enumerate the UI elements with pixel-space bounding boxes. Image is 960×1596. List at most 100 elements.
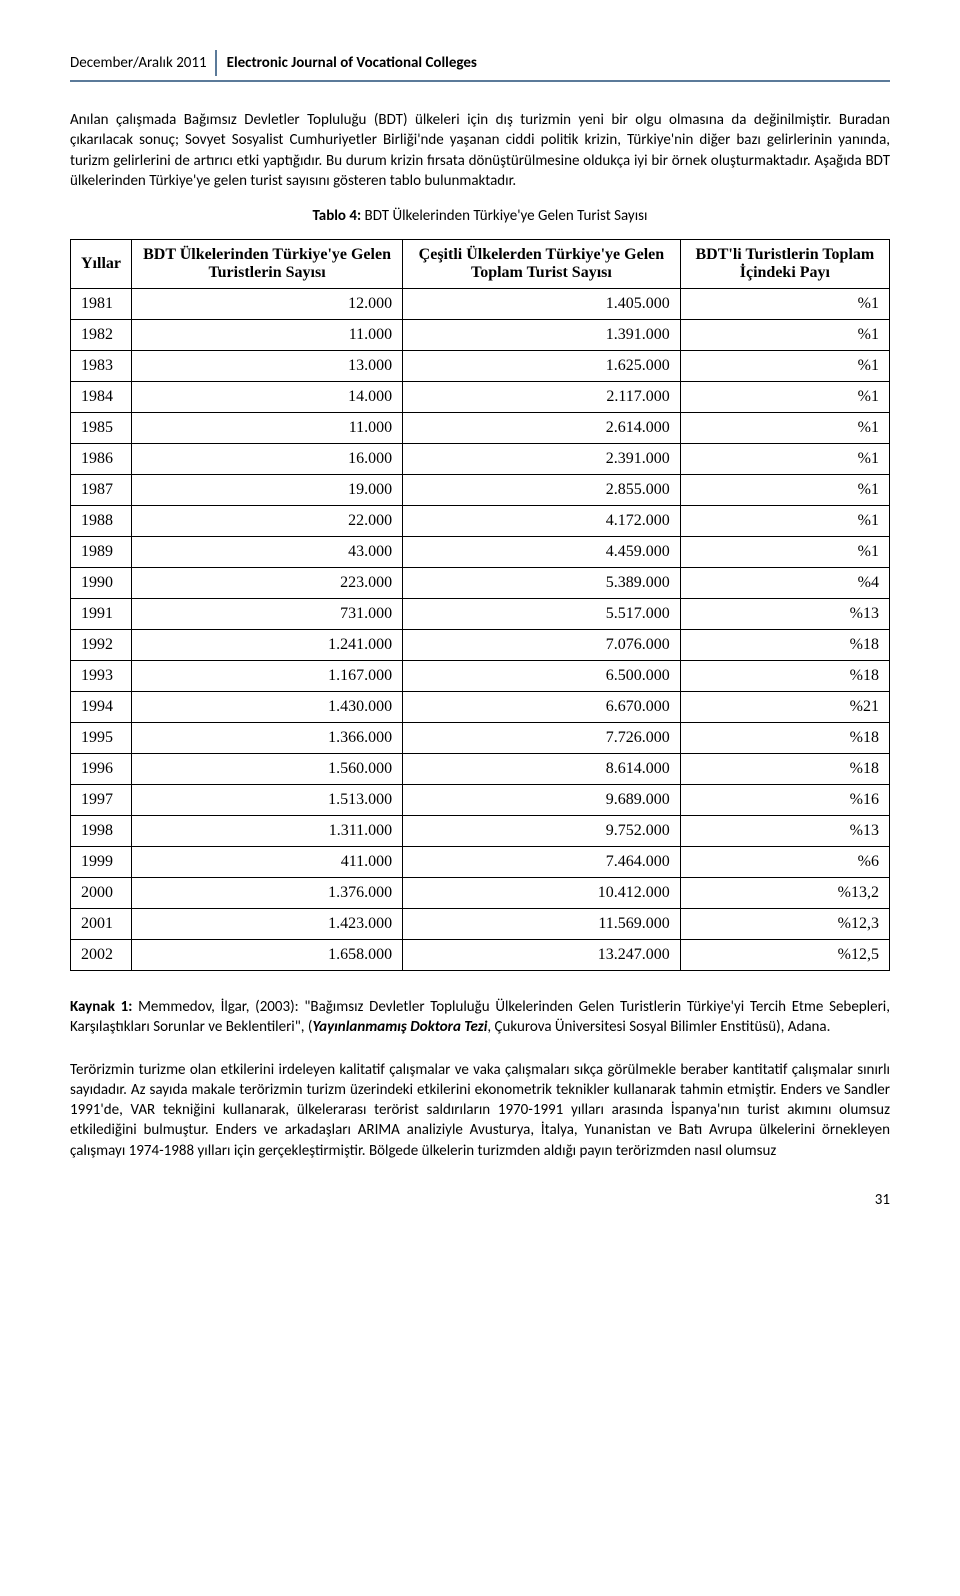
cell-total: 2.614.000 xyxy=(403,413,681,444)
cell-total: 8.614.000 xyxy=(403,754,681,785)
table-row: 19971.513.0009.689.000%16 xyxy=(71,785,890,816)
cell-bdt: 1.560.000 xyxy=(132,754,403,785)
cell-bdt: 731.000 xyxy=(132,599,403,630)
terrorism-paragraph: Terörizmin turizme olan etkilerini irdel… xyxy=(70,1060,890,1161)
table-caption: Tablo 4: BDT Ülkelerinden Türkiye'ye Gel… xyxy=(70,207,890,225)
cell-year: 1988 xyxy=(71,506,132,537)
cell-total: 2.117.000 xyxy=(403,382,681,413)
table-row: 198719.0002.855.000%1 xyxy=(71,475,890,506)
cell-total: 6.500.000 xyxy=(403,661,681,692)
table-row: 198616.0002.391.000%1 xyxy=(71,444,890,475)
cell-share: %18 xyxy=(680,661,889,692)
kaynak-body2: , Çukurova Üniversitesi Sosyal Bilimler … xyxy=(487,1018,830,1036)
cell-total: 9.689.000 xyxy=(403,785,681,816)
table-row: 19941.430.0006.670.000%21 xyxy=(71,692,890,723)
cell-share: %1 xyxy=(680,382,889,413)
col-bdt-tourists: BDT Ülkelerinden Türkiye'ye Gelen Turist… xyxy=(132,240,403,289)
col-years: Yıllar xyxy=(71,240,132,289)
table-row: 198112.0001.405.000%1 xyxy=(71,289,890,320)
table-row: 19981.311.0009.752.000%13 xyxy=(71,816,890,847)
cell-bdt: 11.000 xyxy=(132,320,403,351)
cell-year: 2001 xyxy=(71,909,132,940)
cell-total: 5.517.000 xyxy=(403,599,681,630)
cell-year: 1996 xyxy=(71,754,132,785)
cell-share: %13 xyxy=(680,599,889,630)
cell-year: 1987 xyxy=(71,475,132,506)
cell-total: 7.464.000 xyxy=(403,847,681,878)
cell-bdt: 1.167.000 xyxy=(132,661,403,692)
cell-year: 2002 xyxy=(71,940,132,971)
table-row: 19931.167.0006.500.000%18 xyxy=(71,661,890,692)
cell-bdt: 1.241.000 xyxy=(132,630,403,661)
cell-share: %13 xyxy=(680,816,889,847)
header-divider xyxy=(70,80,890,82)
cell-total: 6.670.000 xyxy=(403,692,681,723)
cell-share: %12,3 xyxy=(680,909,889,940)
cell-total: 4.172.000 xyxy=(403,506,681,537)
cell-share: %1 xyxy=(680,537,889,568)
table-row: 1999411.0007.464.000%6 xyxy=(71,847,890,878)
table-row: 198414.0002.117.000%1 xyxy=(71,382,890,413)
page-number: 31 xyxy=(70,1191,890,1209)
cell-bdt: 11.000 xyxy=(132,413,403,444)
cell-total: 2.391.000 xyxy=(403,444,681,475)
cell-share: %6 xyxy=(680,847,889,878)
cell-year: 1983 xyxy=(71,351,132,382)
cell-total: 7.726.000 xyxy=(403,723,681,754)
cell-share: %1 xyxy=(680,413,889,444)
cell-year: 1999 xyxy=(71,847,132,878)
cell-year: 1995 xyxy=(71,723,132,754)
cell-bdt: 411.000 xyxy=(132,847,403,878)
cell-year: 1998 xyxy=(71,816,132,847)
cell-share: %16 xyxy=(680,785,889,816)
cell-total: 5.389.000 xyxy=(403,568,681,599)
cell-year: 1991 xyxy=(71,599,132,630)
cell-bdt: 14.000 xyxy=(132,382,403,413)
table-row: 19961.560.0008.614.000%18 xyxy=(71,754,890,785)
table-row: 198822.0004.172.000%1 xyxy=(71,506,890,537)
cell-year: 1986 xyxy=(71,444,132,475)
cell-share: %21 xyxy=(680,692,889,723)
cell-bdt: 1.311.000 xyxy=(132,816,403,847)
cell-bdt: 1.658.000 xyxy=(132,940,403,971)
cell-share: %18 xyxy=(680,754,889,785)
cell-year: 1981 xyxy=(71,289,132,320)
cell-share: %4 xyxy=(680,568,889,599)
cell-bdt: 223.000 xyxy=(132,568,403,599)
cell-total: 1.625.000 xyxy=(403,351,681,382)
cell-bdt: 22.000 xyxy=(132,506,403,537)
cell-bdt: 1.376.000 xyxy=(132,878,403,909)
table-row: 20011.423.00011.569.000%12,3 xyxy=(71,909,890,940)
cell-total: 1.405.000 xyxy=(403,289,681,320)
kaynak-italic: Yayınlanmamış Doktora Tezi xyxy=(312,1018,487,1036)
cell-year: 1985 xyxy=(71,413,132,444)
cell-year: 2000 xyxy=(71,878,132,909)
cell-bdt: 1.513.000 xyxy=(132,785,403,816)
table-row: 19921.241.0007.076.000%18 xyxy=(71,630,890,661)
cell-share: %1 xyxy=(680,475,889,506)
cell-share: %1 xyxy=(680,289,889,320)
cell-total: 10.412.000 xyxy=(403,878,681,909)
cell-share: %18 xyxy=(680,630,889,661)
cell-year: 1984 xyxy=(71,382,132,413)
kaynak-prefix: Kaynak 1: xyxy=(70,998,132,1016)
cell-total: 1.391.000 xyxy=(403,320,681,351)
source-citation: Kaynak 1: Memmedov, İlgar, (2003): "Bağı… xyxy=(70,997,890,1038)
cell-bdt: 1.423.000 xyxy=(132,909,403,940)
cell-year: 1989 xyxy=(71,537,132,568)
cell-bdt: 1.430.000 xyxy=(132,692,403,723)
cell-share: %1 xyxy=(680,444,889,475)
cell-bdt: 12.000 xyxy=(132,289,403,320)
cell-share: %13,2 xyxy=(680,878,889,909)
header-journal-title: Electronic Journal of Vocational College… xyxy=(217,50,477,76)
cell-share: %1 xyxy=(680,351,889,382)
cell-bdt: 43.000 xyxy=(132,537,403,568)
cell-bdt: 1.366.000 xyxy=(132,723,403,754)
cell-year: 1992 xyxy=(71,630,132,661)
table-row: 198211.0001.391.000%1 xyxy=(71,320,890,351)
cell-total: 7.076.000 xyxy=(403,630,681,661)
cell-total: 13.247.000 xyxy=(403,940,681,971)
table-row: 198511.0002.614.000%1 xyxy=(71,413,890,444)
cell-bdt: 13.000 xyxy=(132,351,403,382)
cell-total: 4.459.000 xyxy=(403,537,681,568)
